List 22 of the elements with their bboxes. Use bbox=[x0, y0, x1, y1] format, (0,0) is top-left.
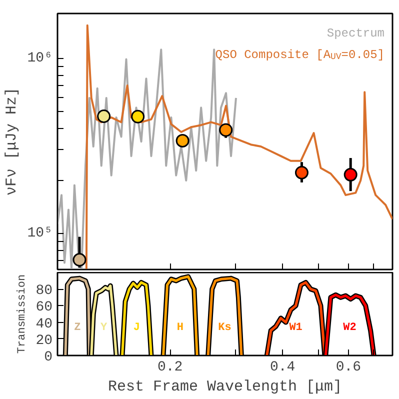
y-tick-label: 10⁵ bbox=[27, 226, 53, 242]
series-label: Y bbox=[100, 322, 108, 334]
y-tick-label: 40 bbox=[36, 316, 53, 332]
series-label: J bbox=[133, 322, 140, 334]
text: QSO Composite [AUV=0.05] bbox=[215, 48, 385, 62]
y-axis-title: νFν [μJy Hz] bbox=[3, 87, 20, 196]
x-axis-title: Rest Frame Wavelength [μm] bbox=[108, 378, 342, 396]
y-axis-title: Transmission bbox=[16, 274, 29, 354]
text: Spectrum bbox=[326, 26, 385, 40]
x-tick-label: 0.4 bbox=[270, 360, 296, 376]
series-label: Ks bbox=[218, 322, 232, 334]
series-label: H bbox=[176, 322, 184, 334]
x-tick-label: 0.6 bbox=[336, 360, 362, 376]
series-label: Z bbox=[74, 322, 82, 334]
y-tick-label: 20 bbox=[36, 332, 53, 349]
series-label: W1 bbox=[289, 322, 303, 334]
y-tick-label: 60 bbox=[36, 300, 53, 316]
y-tick-label: 80 bbox=[36, 283, 53, 300]
y-tick-label: 10⁶ bbox=[27, 50, 53, 66]
y-tick-label: 0 bbox=[44, 350, 53, 366]
x-tick-label: 0.2 bbox=[157, 360, 183, 376]
series-label: W2 bbox=[343, 322, 356, 334]
